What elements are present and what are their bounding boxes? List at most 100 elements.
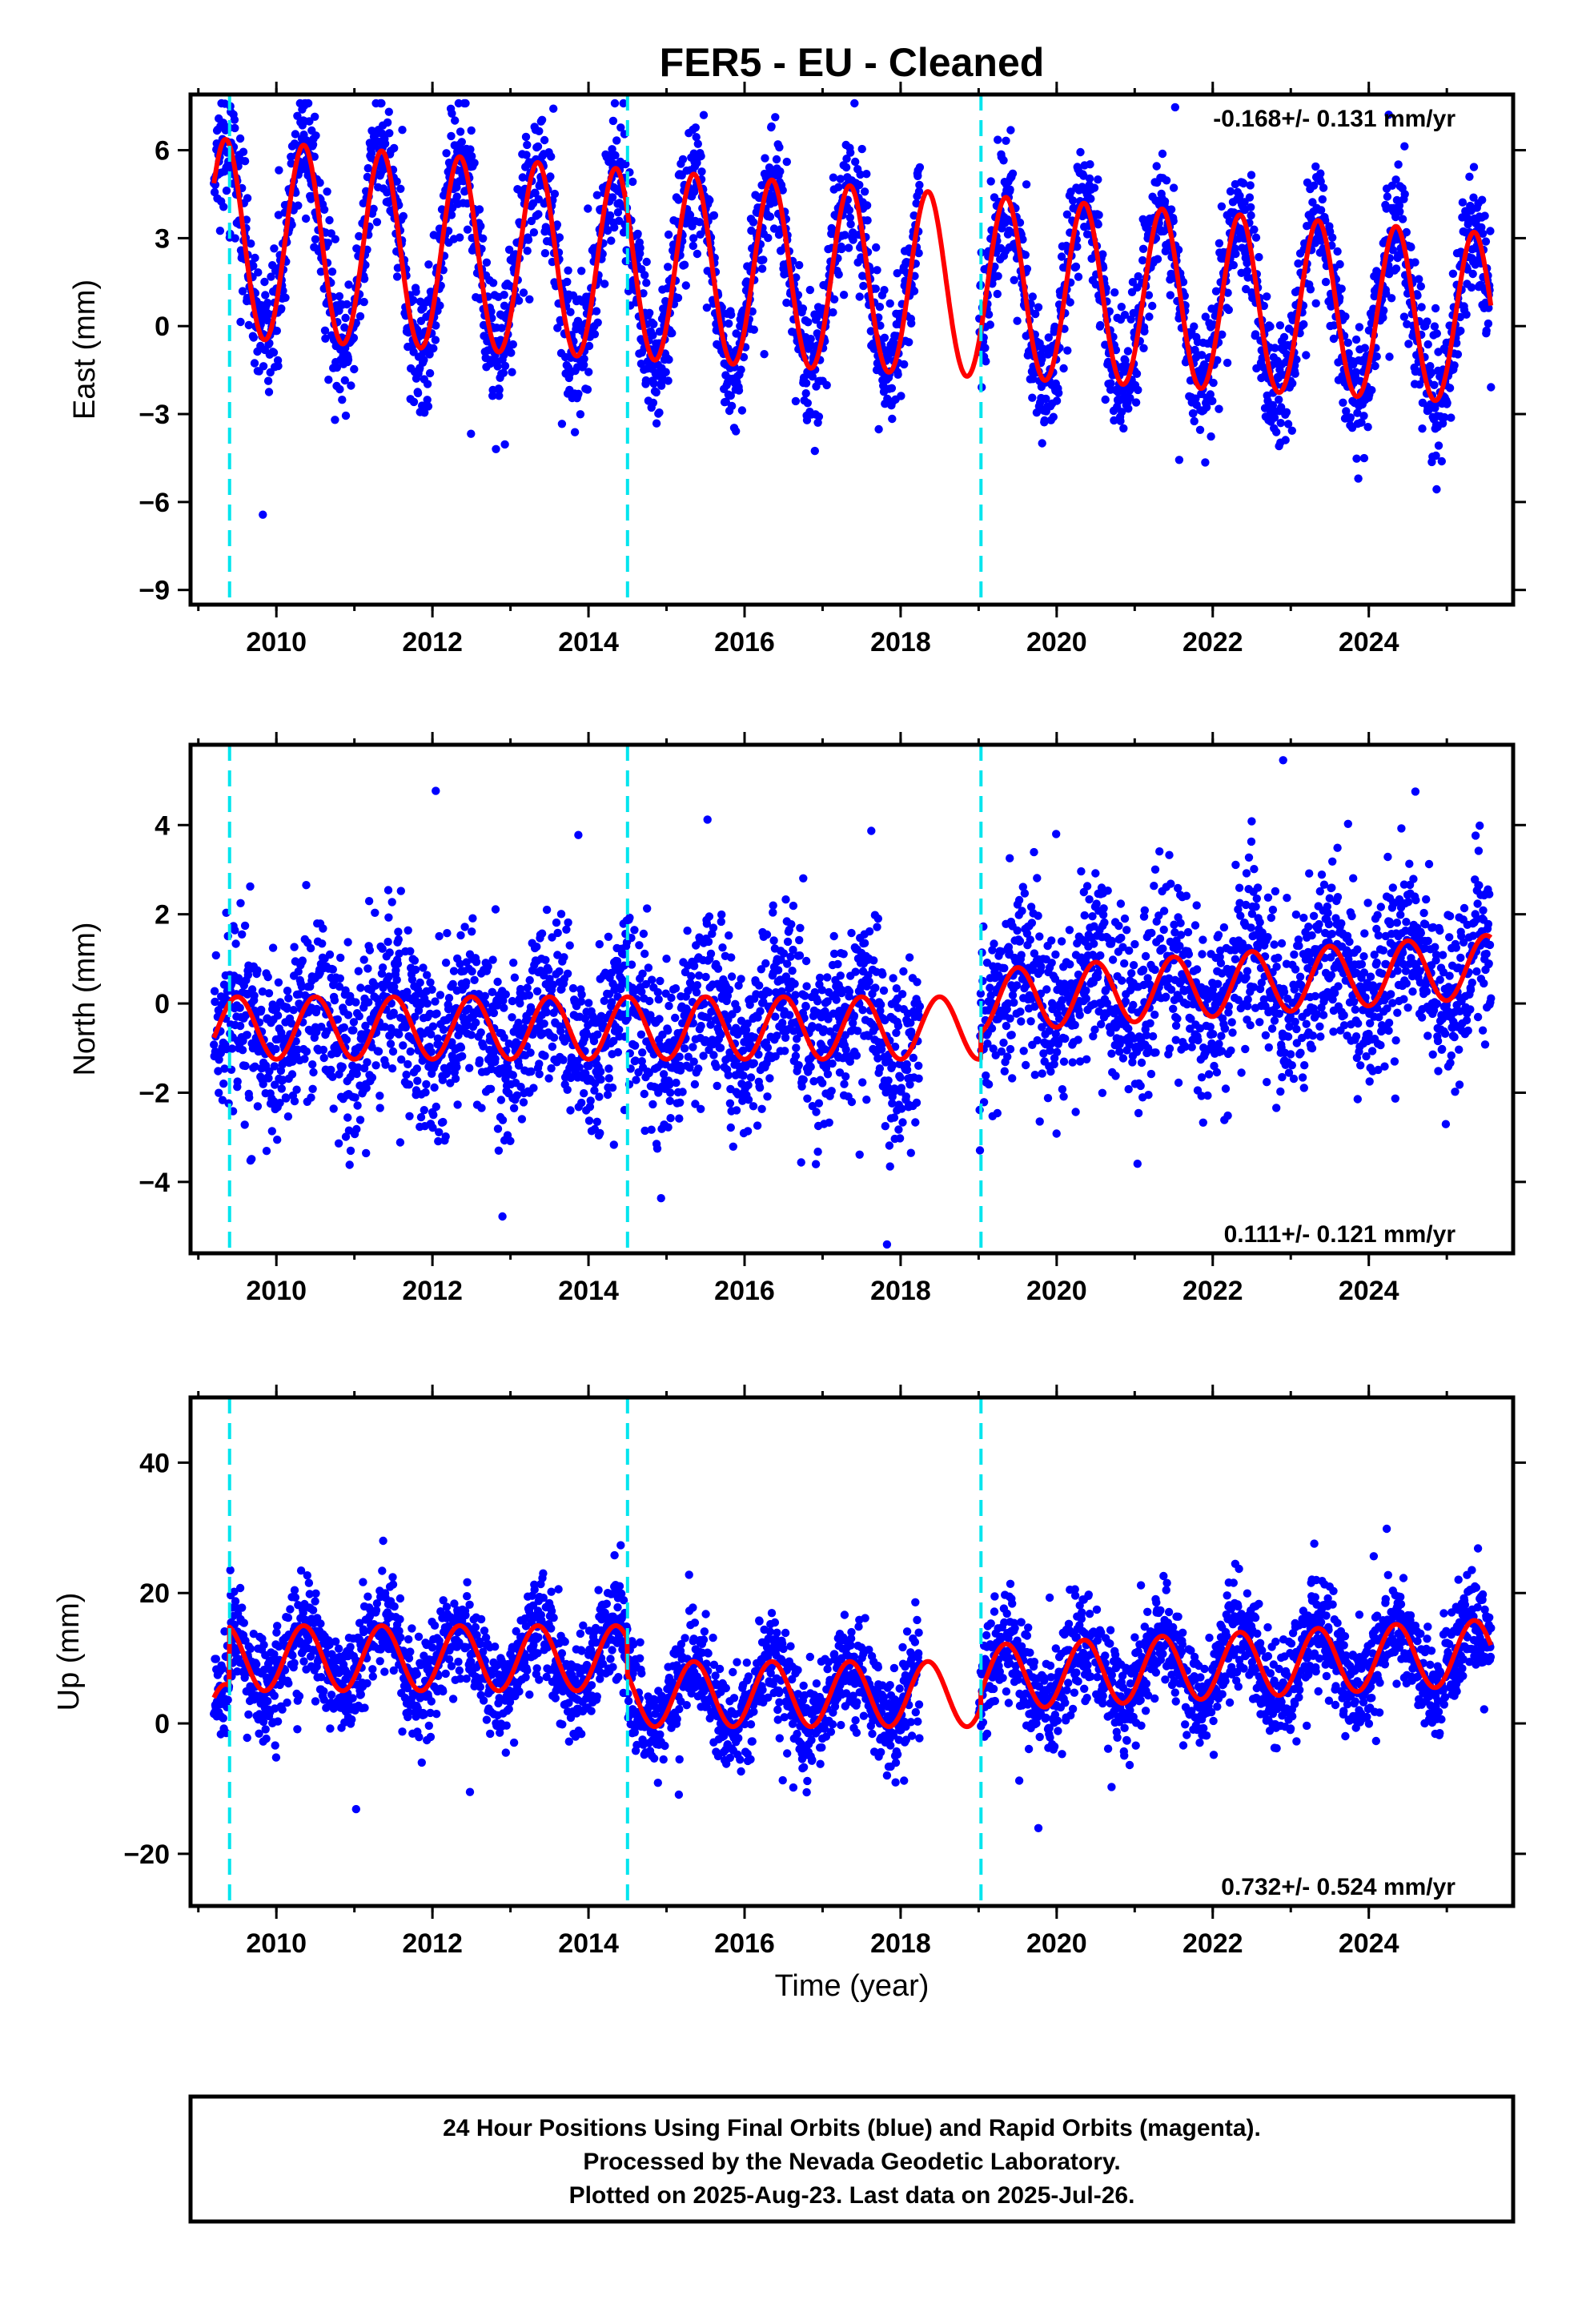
data-point	[781, 1033, 790, 1043]
data-point	[1239, 179, 1248, 188]
data-point	[264, 989, 274, 998]
data-point	[697, 167, 706, 176]
data-point	[1251, 330, 1260, 339]
data-point	[596, 1068, 605, 1076]
data-point	[689, 1057, 698, 1066]
data-point	[1169, 183, 1178, 192]
data-point	[642, 257, 651, 267]
data-point	[349, 333, 359, 343]
data-point	[1042, 394, 1050, 404]
data-point	[398, 126, 407, 135]
data-point	[555, 967, 564, 976]
x-tick-label: 2022	[1182, 627, 1243, 657]
data-point	[1243, 267, 1252, 275]
data-point	[432, 321, 440, 330]
data-point	[416, 978, 424, 987]
data-point	[678, 155, 688, 164]
data-point	[1277, 403, 1286, 412]
data-point	[371, 908, 379, 918]
data-point	[243, 1031, 251, 1039]
data-point	[468, 967, 476, 976]
data-point	[420, 408, 429, 417]
data-point	[1453, 350, 1463, 359]
data-point	[1387, 181, 1397, 190]
data-point	[354, 967, 363, 975]
data-point	[1120, 311, 1130, 320]
data-point	[529, 1084, 538, 1092]
data-point	[862, 201, 872, 210]
data-point	[574, 830, 583, 839]
data-point	[343, 1011, 353, 1019]
data-point	[641, 376, 651, 385]
data-point	[863, 216, 872, 225]
data-point	[341, 313, 350, 323]
data-point	[583, 385, 592, 394]
data-point	[814, 412, 824, 421]
data-point	[498, 1212, 507, 1221]
data-point	[523, 247, 532, 255]
data-point	[274, 978, 283, 987]
data-point	[563, 969, 572, 979]
data-point	[604, 1074, 613, 1083]
data-point	[1170, 103, 1180, 112]
data-point	[246, 882, 255, 891]
data-point	[1316, 169, 1325, 178]
data-point	[1413, 291, 1422, 300]
data-point	[359, 275, 369, 283]
data-point	[363, 964, 372, 973]
data-point	[540, 249, 550, 258]
data-point	[532, 987, 542, 996]
data-point	[462, 978, 471, 987]
data-point	[566, 308, 575, 316]
data-point	[1279, 332, 1289, 342]
data-point	[365, 946, 375, 955]
rate-label: -0.168+/- 0.131 mm/yr	[1213, 106, 1456, 132]
data-point	[240, 157, 250, 166]
data-point	[476, 222, 485, 231]
data-point	[1034, 303, 1043, 312]
data-point	[986, 177, 995, 186]
data-point	[845, 206, 854, 215]
data-point	[1484, 319, 1493, 328]
data-point	[383, 937, 392, 947]
data-point	[261, 291, 270, 300]
data-point	[1359, 453, 1369, 463]
data-point	[566, 1106, 575, 1115]
data-point	[655, 327, 665, 336]
data-point	[552, 220, 562, 229]
data-point	[1351, 335, 1361, 344]
data-point	[1430, 380, 1439, 389]
data-point	[308, 1084, 317, 1094]
data-point	[1174, 245, 1183, 255]
data-point	[1469, 163, 1479, 171]
data-point	[850, 99, 859, 108]
data-point	[428, 1022, 438, 1031]
data-point	[725, 319, 733, 328]
data-point	[1399, 312, 1409, 321]
data-point	[1281, 436, 1290, 444]
data-point	[1372, 352, 1381, 361]
data-point	[665, 355, 673, 364]
data-point	[263, 299, 272, 308]
data-point	[781, 895, 790, 904]
data-point	[430, 1083, 439, 1092]
x-tick-label: 2016	[714, 627, 775, 657]
data-point	[1119, 424, 1128, 433]
data-point	[699, 111, 709, 119]
data-point	[389, 1008, 398, 1017]
data-point	[837, 244, 846, 254]
data-point	[866, 327, 876, 336]
data-point	[1306, 285, 1315, 294]
data-point	[402, 1070, 411, 1080]
x-tick-label: 2024	[1339, 627, 1399, 657]
data-point	[231, 123, 239, 133]
data-point	[753, 1121, 762, 1130]
data-point	[1330, 321, 1339, 330]
data-point	[1342, 407, 1351, 416]
data-point	[648, 1100, 657, 1109]
data-point	[584, 999, 593, 1007]
data-point	[769, 901, 777, 910]
data-point	[556, 910, 566, 919]
data-point	[424, 260, 433, 269]
data-point	[392, 272, 402, 281]
